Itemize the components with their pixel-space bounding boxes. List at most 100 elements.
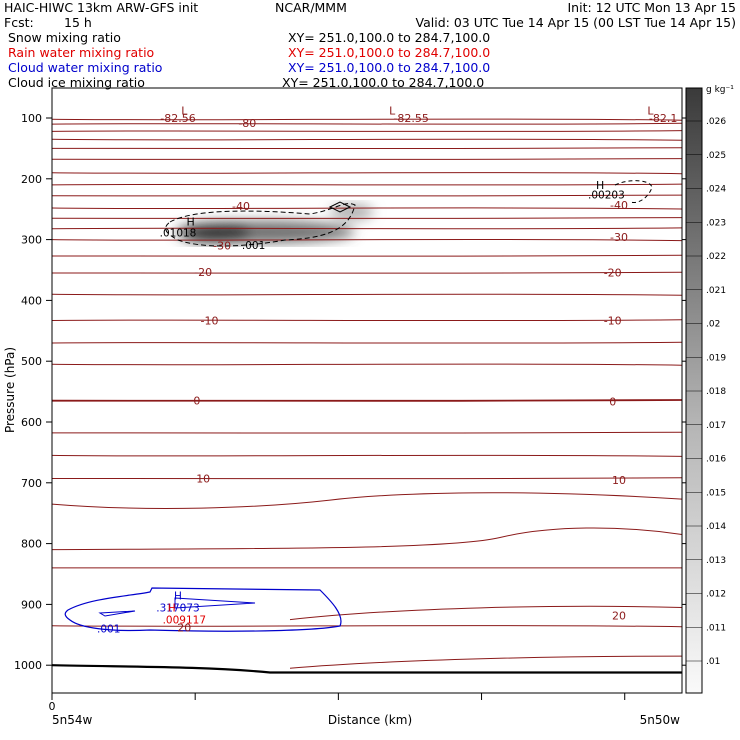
colorbar-scale <box>685 87 703 694</box>
colorbar-tick-label: .011 <box>706 623 726 633</box>
y-tick-label: 800 <box>21 538 42 551</box>
colorbar-tick-label: .02 <box>706 320 720 330</box>
colorbar-tick-label: .012 <box>706 590 726 600</box>
isotherm-line <box>51 238 683 242</box>
isotherm-label: -10 <box>201 314 219 327</box>
colorbar: .026 .025 .024 .023 .022 .021 .02 .019 .018 .017.… <box>685 87 726 694</box>
extremum-marker: L <box>647 105 654 118</box>
colorbar-tick-label: .024 <box>706 185 726 195</box>
colorbar-tick-label: .013 <box>706 556 726 566</box>
isotherm-label: -82.55 <box>393 112 428 125</box>
cloud-water-contour <box>64 587 342 632</box>
isotherm-label: -10 <box>604 314 622 327</box>
isotherm-label: -40 <box>610 199 628 212</box>
isotherm-line <box>51 319 683 322</box>
isotherm-label: 0 <box>609 395 616 408</box>
isotherm-line <box>51 293 683 296</box>
contour-value-label: .01018 <box>160 227 197 239</box>
colorbar-tick-label: .021 <box>706 286 726 296</box>
valid-time: Valid: 03 UTC Tue 14 Apr 15 (00 LST Tue … <box>415 15 736 30</box>
isotherm-line <box>51 492 683 509</box>
isotherm-line <box>51 158 683 160</box>
isotherm-label: -30 <box>213 240 231 253</box>
field-rain-name: Rain water mixing ratio <box>8 45 155 60</box>
isotherm-line <box>51 172 683 175</box>
isotherm-line <box>51 271 683 274</box>
isotherm-label: -80 <box>238 117 256 130</box>
contour-value-label: .001 <box>242 240 265 252</box>
isotherm-label: -20 <box>604 266 622 279</box>
isotherm-line <box>51 527 683 551</box>
isotherm-label: -82.1 <box>649 112 677 125</box>
contour-value-label: .001 <box>97 624 120 636</box>
field-cloudice-xy: XY= 251.0,100.0 to 284.7,100.0 <box>282 75 485 90</box>
y-tick-label: 300 <box>21 234 42 247</box>
isotherm-line <box>51 431 683 434</box>
isotherm-line <box>51 217 683 219</box>
colorbar-tick-label: .026 <box>706 117 726 127</box>
colorbar-tick-label: .015 <box>706 488 726 498</box>
init-title: HAIC-HIWC 13km ARW-GFS init <box>4 0 199 15</box>
isotherm-line <box>51 477 683 480</box>
colorbar-tick-label: .016 <box>706 455 726 465</box>
colorbar-unit: g kg⁻¹ <box>706 85 734 95</box>
isotherm-line <box>51 625 683 628</box>
isotherm-label: 10 <box>612 474 626 487</box>
colorbar-tick-label: .025 <box>706 151 726 161</box>
x-tick-label-0: 0 <box>49 700 56 713</box>
y-tick-label: 200 <box>21 173 42 186</box>
y-tick-label: 500 <box>21 355 42 368</box>
field-cloudice-name: Cloud ice mixing ratio <box>8 75 145 90</box>
isotherm-label: 0 <box>193 395 200 408</box>
y-tick-label: 700 <box>21 477 42 490</box>
y-tick-label: 400 <box>21 294 42 307</box>
contour-value-label: .009117 <box>163 615 206 627</box>
fcst-value: 15 h <box>64 15 92 30</box>
fcst-label: Fcst: <box>4 15 34 30</box>
y-axis-label: Pressure (hPa) <box>3 347 17 433</box>
isotherm-label: 20 <box>612 609 626 622</box>
extremum-marker: H <box>596 179 604 192</box>
isotherm-line <box>51 130 683 133</box>
cloud-water-contour-inner <box>174 597 256 609</box>
contour-value-label: .317073 <box>156 602 199 614</box>
extremum-marker: H <box>186 215 194 228</box>
isotherm-line <box>51 341 683 344</box>
isotherm-label: 20 <box>177 622 191 635</box>
x-axis-label: Distance (km) <box>328 713 412 727</box>
colorbar-tick-label: .014 <box>706 522 726 532</box>
field-cloudwater-name: Cloud water mixing ratio <box>8 60 163 75</box>
isotherm-label: 10 <box>196 473 210 486</box>
field-rain-xy: XY= 251.0,100.0 to 284.7,100.0 <box>288 45 491 60</box>
terrain-line-path <box>51 664 682 674</box>
field-snow-name: Snow mixing ratio <box>8 30 121 45</box>
y-tick-label: 1000 <box>14 659 42 672</box>
isotherm-line <box>51 254 683 257</box>
isotherm-label: -30 <box>610 231 628 244</box>
isotherm-line <box>51 183 683 186</box>
colorbar-tick-label: .017 <box>706 421 726 431</box>
contour-value-label: H <box>174 590 182 602</box>
colorbar-tick-label: .01 <box>706 657 720 667</box>
contour-value-label: H <box>168 602 176 614</box>
isotherm-label: -20 <box>194 266 212 279</box>
isotherm-line <box>51 122 683 125</box>
terrain-line <box>51 180 682 674</box>
center-org: NCAR/MMM <box>275 0 347 15</box>
cloud-ice-contour-small <box>328 201 352 213</box>
isotherm-line <box>51 227 683 230</box>
cloud-ice-contour-right <box>614 180 653 204</box>
init-time: Init: 12 UTC Mon 13 Apr 15 <box>567 0 736 15</box>
isotherm-line <box>51 207 683 210</box>
field-snow-xy: XY= 251.0,100.0 to 284.7,100.0 <box>288 30 491 45</box>
cloud-ice-contour <box>165 203 356 247</box>
isotherm-line <box>51 118 683 121</box>
isotherm-label: -82.56 <box>160 112 195 125</box>
extremum-marker: L <box>181 105 188 118</box>
colorbar-tick-label: .018 <box>706 387 726 397</box>
x-endpoint-left: 5n54w <box>52 713 93 727</box>
extremum-marker: L <box>389 105 396 118</box>
isotherm-line <box>289 605 683 621</box>
x-endpoint-right: 5n50w <box>640 713 681 727</box>
